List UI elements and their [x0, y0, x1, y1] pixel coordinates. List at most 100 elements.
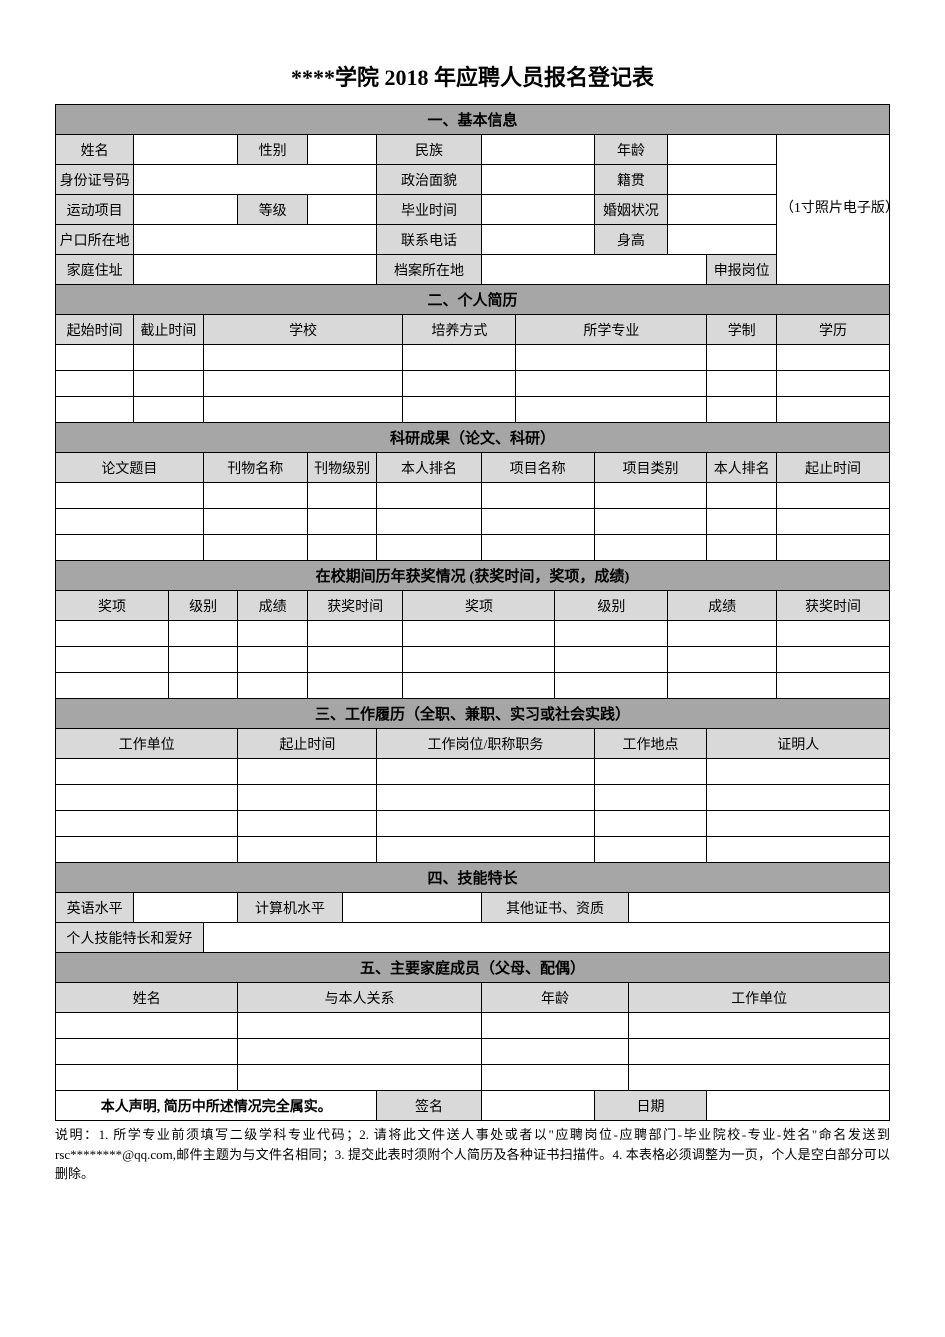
col-ascore1: 成绩	[238, 591, 308, 621]
col-alevel2: 级别	[555, 591, 668, 621]
awards-header: 在校期间历年获奖情况 (获奖时间，奖项，成绩)	[56, 561, 890, 591]
section2-header: 二、个人简历	[56, 285, 890, 315]
label-level: 等级	[238, 195, 308, 225]
col-trainmode: 培养方式	[403, 315, 516, 345]
award-row[interactable]	[56, 621, 890, 647]
field-marital[interactable]	[668, 195, 777, 225]
field-phone[interactable]	[481, 225, 594, 255]
resume-row[interactable]	[56, 397, 890, 423]
label-native: 籍贯	[594, 165, 668, 195]
section3-header: 三、工作履历（全职、兼职、实习或社会实践）	[56, 699, 890, 729]
field-sign[interactable]	[481, 1091, 594, 1121]
section1-header: 一、基本信息	[56, 105, 890, 135]
col-atime2: 获奖时间	[776, 591, 889, 621]
col-femployer: 工作单位	[629, 983, 890, 1013]
label-applypost: 申报岗位	[707, 255, 777, 285]
label-political: 政治面貌	[377, 165, 481, 195]
label-homeaddr: 家庭住址	[56, 255, 134, 285]
field-level[interactable]	[307, 195, 377, 225]
col-projectname: 项目名称	[481, 453, 594, 483]
field-id[interactable]	[134, 165, 377, 195]
family-row[interactable]	[56, 1013, 890, 1039]
col-ascore2: 成绩	[668, 591, 777, 621]
label-height: 身高	[594, 225, 668, 255]
label-hukou: 户口所在地	[56, 225, 134, 255]
col-wperiod: 起止时间	[238, 729, 377, 759]
col-position: 工作岗位/职称职务	[377, 729, 594, 759]
label-id: 身份证号码	[56, 165, 134, 195]
work-row[interactable]	[56, 811, 890, 837]
label-age: 年龄	[594, 135, 668, 165]
work-row[interactable]	[56, 759, 890, 785]
label-gradtime: 毕业时间	[377, 195, 481, 225]
research-row[interactable]	[56, 509, 890, 535]
field-age[interactable]	[668, 135, 777, 165]
declaration-text: 本人声明, 简历中所述情况完全属实。	[56, 1091, 377, 1121]
col-thesis: 论文题目	[56, 453, 204, 483]
col-alevel1: 级别	[168, 591, 238, 621]
field-homeaddr[interactable]	[134, 255, 377, 285]
label-marital: 婚姻状况	[594, 195, 668, 225]
label-name: 姓名	[56, 135, 134, 165]
col-projecttype: 项目类别	[594, 453, 707, 483]
form-title: ****学院 2018 年应聘人员报名登记表	[55, 60, 890, 92]
resume-row[interactable]	[56, 345, 890, 371]
work-row[interactable]	[56, 785, 890, 811]
field-computer[interactable]	[342, 893, 481, 923]
col-award1: 奖项	[56, 591, 169, 621]
field-name[interactable]	[134, 135, 238, 165]
label-archive: 档案所在地	[377, 255, 481, 285]
resume-row[interactable]	[56, 371, 890, 397]
field-english[interactable]	[134, 893, 238, 923]
family-row[interactable]	[56, 1039, 890, 1065]
col-myrank1: 本人排名	[377, 453, 481, 483]
col-end: 截止时间	[134, 315, 204, 345]
col-major: 所学专业	[516, 315, 707, 345]
col-journallevel: 刊物级别	[307, 453, 377, 483]
field-ethnicity[interactable]	[481, 135, 594, 165]
field-gradtime[interactable]	[481, 195, 594, 225]
form-notes: 说明：1. 所学专业前须填写二级学科专业代码；2. 请将此文件送人事处或者以"应…	[55, 1125, 890, 1184]
field-othercert[interactable]	[629, 893, 890, 923]
family-row[interactable]	[56, 1065, 890, 1091]
field-native[interactable]	[668, 165, 777, 195]
label-ethnicity: 民族	[377, 135, 481, 165]
col-degree: 学历	[776, 315, 889, 345]
col-fage: 年龄	[481, 983, 629, 1013]
award-row[interactable]	[56, 647, 890, 673]
label-gender: 性别	[238, 135, 308, 165]
col-duration: 学制	[707, 315, 777, 345]
label-computer: 计算机水平	[238, 893, 342, 923]
field-date[interactable]	[707, 1091, 890, 1121]
label-date: 日期	[594, 1091, 707, 1121]
col-relation: 与本人关系	[238, 983, 481, 1013]
photo-placeholder[interactable]: （1寸照片电子版）	[776, 135, 889, 285]
research-row[interactable]	[56, 535, 890, 561]
field-political[interactable]	[481, 165, 594, 195]
work-row[interactable]	[56, 837, 890, 863]
col-employer: 工作单位	[56, 729, 238, 759]
label-phone: 联系电话	[377, 225, 481, 255]
col-journal: 刊物名称	[203, 453, 307, 483]
col-award2: 奖项	[403, 591, 555, 621]
field-sport[interactable]	[134, 195, 238, 225]
col-period: 起止时间	[776, 453, 889, 483]
field-archive[interactable]	[481, 255, 707, 285]
award-row[interactable]	[56, 673, 890, 699]
research-header: 科研成果（论文、科研）	[56, 423, 890, 453]
section4-header: 四、技能特长	[56, 863, 890, 893]
field-height[interactable]	[668, 225, 777, 255]
field-hobby[interactable]	[203, 923, 889, 953]
field-hukou[interactable]	[134, 225, 377, 255]
label-sport: 运动项目	[56, 195, 134, 225]
registration-form: 一、基本信息 姓名 性别 民族 年龄 （1寸照片电子版） 身份证号码 政治面貌 …	[55, 104, 890, 1121]
field-gender[interactable]	[307, 135, 377, 165]
section5-header: 五、主要家庭成员（父母、配偶）	[56, 953, 890, 983]
col-myrank2: 本人排名	[707, 453, 777, 483]
col-fname: 姓名	[56, 983, 238, 1013]
col-location: 工作地点	[594, 729, 707, 759]
col-school: 学校	[203, 315, 403, 345]
label-hobby: 个人技能特长和爱好	[56, 923, 204, 953]
research-row[interactable]	[56, 483, 890, 509]
label-othercert: 其他证书、资质	[481, 893, 629, 923]
